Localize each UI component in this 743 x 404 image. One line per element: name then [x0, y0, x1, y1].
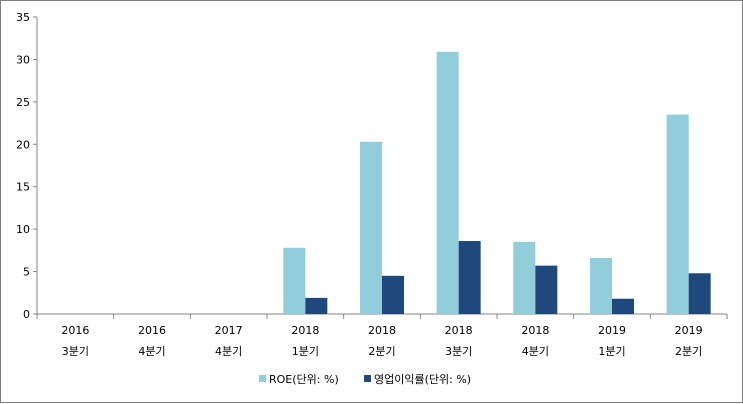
y-axis: 0 5 10 15 20 25 30 35	[16, 11, 38, 321]
y-tick-label: 35	[16, 11, 30, 24]
x-tick-label-quarter: 4분기	[138, 345, 165, 358]
x-tick-label-quarter: 1분기	[292, 345, 319, 358]
bar-roe	[666, 114, 689, 314]
bar-roe	[360, 141, 382, 314]
legend-label: ROE(단위: %)	[269, 373, 339, 386]
x-tick-label-quarter: 2분기	[368, 345, 395, 358]
bar-roe	[283, 247, 306, 314]
x-tick-label-quarter: 2분기	[675, 345, 702, 358]
y-tick-label: 20	[16, 138, 30, 151]
y-tick-label: 0	[23, 308, 30, 321]
x-tick-label-year: 2018	[368, 324, 396, 337]
bar-operating-margin	[612, 298, 634, 314]
x-tick-label-quarter: 3분기	[62, 345, 89, 358]
bar-roe	[513, 241, 536, 314]
x-tick-label-year: 2018	[445, 324, 473, 337]
bar-roe	[590, 257, 612, 314]
x-tick-label-year: 2019	[675, 324, 703, 337]
y-tick-label: 30	[16, 53, 30, 66]
x-axis: 2016 3분기 2016 4분기 2017 4분기 2018 1분기 2018 2분기 2018 3…	[36, 313, 728, 358]
bar-operating-margin	[688, 273, 711, 314]
x-tick-label-year: 2016	[138, 324, 166, 337]
legend-label: 영업이익률(단위: %)	[374, 373, 471, 386]
x-tick-label-year: 2016	[61, 324, 89, 337]
x-tick-label-quarter: 1분기	[598, 345, 625, 358]
legend-swatch	[259, 375, 266, 382]
y-tick-label: 10	[16, 223, 30, 236]
x-tick-label-quarter: 3분기	[445, 345, 472, 358]
legend-swatch	[364, 375, 371, 382]
legend: ROE(단위: %) 영업이익률(단위: %)	[259, 373, 471, 386]
x-tick-label-year: 2018	[291, 324, 319, 337]
y-tick-label: 5	[23, 266, 30, 279]
bar-operating-margin	[382, 275, 404, 314]
y-tick-label: 25	[16, 96, 30, 109]
x-tick-label-quarter: 4분기	[522, 345, 549, 358]
bar-operating-margin	[458, 241, 481, 314]
x-tick-label-year: 2017	[215, 324, 243, 337]
x-tick-label-year: 2018	[521, 324, 549, 337]
bar-roe	[436, 51, 459, 314]
bar-operating-margin	[535, 265, 558, 314]
x-tick-label-year: 2019	[598, 324, 626, 337]
bars	[283, 51, 711, 314]
y-tick-label: 15	[16, 181, 30, 194]
bar-operating-margin	[305, 297, 328, 314]
x-tick-label-quarter: 4분기	[215, 345, 242, 358]
